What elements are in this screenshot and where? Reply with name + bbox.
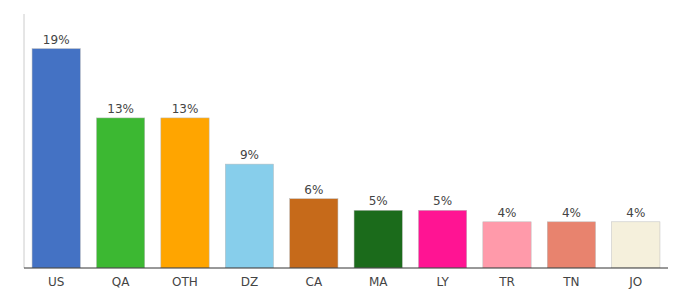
data-label: 4% (626, 206, 645, 220)
x-tick-label: JO (628, 275, 642, 289)
labels: 19% US 13% QA 13% OTH 9% DZ 6% CA 5% MA 5% LY 4% TR 4% TN… (43, 33, 645, 289)
data-label: 6% (304, 183, 323, 197)
data-label: 5% (433, 194, 452, 208)
x-tick-label: QA (112, 275, 130, 289)
x-tick-label: TR (498, 275, 515, 289)
y-axis-line (24, 14, 25, 268)
data-label: 19% (43, 33, 70, 47)
bars (32, 49, 660, 268)
x-tick-label: LY (436, 275, 449, 289)
bar (547, 222, 595, 268)
bar (32, 49, 80, 268)
bar (418, 210, 466, 268)
x-tick-label: TN (562, 275, 579, 289)
x-tick-label: DZ (241, 275, 258, 289)
data-label: 4% (497, 206, 516, 220)
x-tick-label: MA (369, 275, 388, 289)
bar (612, 222, 660, 268)
data-label: 13% (107, 102, 134, 116)
x-tick-label: US (48, 275, 64, 289)
data-label: 5% (369, 194, 388, 208)
data-label: 13% (172, 102, 199, 116)
data-label: 4% (562, 206, 581, 220)
chart: 19% US 13% QA 13% OTH 9% DZ 6% CA 5% MA 5% LY 4% TR 4% TN… (0, 0, 680, 300)
bar (96, 118, 144, 268)
bar (483, 222, 531, 268)
x-tick-label: CA (306, 275, 323, 289)
bar (290, 199, 338, 268)
bar (161, 118, 209, 268)
data-label: 9% (240, 148, 259, 162)
x-axis-line (24, 268, 668, 269)
x-tick-label: OTH (172, 275, 198, 289)
bar (225, 164, 273, 268)
bar (354, 210, 402, 268)
chart-container: 19% US 13% QA 13% OTH 9% DZ 6% CA 5% MA 5% LY 4% TR 4% TN… (0, 0, 680, 300)
